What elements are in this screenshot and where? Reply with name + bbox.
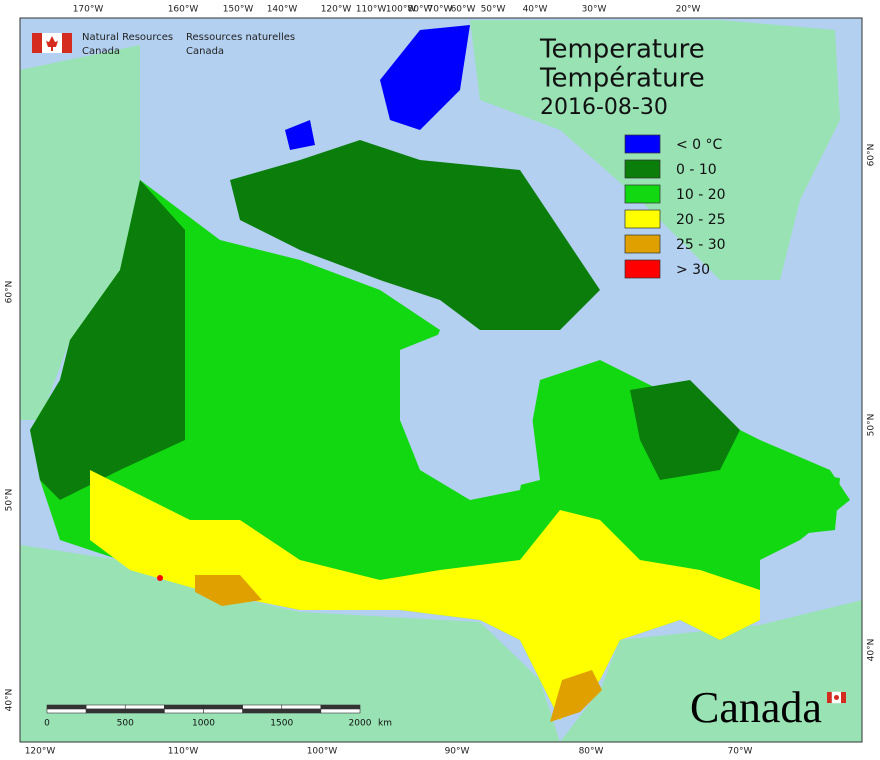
usa	[20, 545, 560, 742]
top-label: 100°W	[386, 5, 417, 15]
scale-label: 1000	[192, 719, 215, 729]
agency-en: Natural Resources	[82, 32, 173, 43]
scale-label: 1500	[270, 719, 293, 729]
scale-segment	[164, 708, 204, 714]
right-label: 40°N	[867, 639, 877, 662]
top-label: 50°W	[481, 5, 506, 15]
bottom-label: 70°W	[728, 747, 753, 757]
legend-swatch	[624, 234, 661, 254]
scale-segment	[320, 704, 361, 710]
graticule-labels: 170°W 160°W 150°W 140°W 120°W 110°W 100°W80°W7…	[5, 5, 877, 757]
left-label: 50°N	[5, 489, 15, 512]
flag-bar	[62, 33, 72, 53]
agency-block: Natural Resources Canada Ressources natu…	[32, 32, 295, 57]
ontario-25-30	[550, 670, 602, 722]
maple-leaf	[46, 36, 58, 51]
top-label: 110°W	[356, 5, 387, 15]
flag-bar	[841, 692, 846, 703]
flag-bar	[32, 33, 42, 53]
newfoundland	[780, 470, 840, 535]
bottom-label: 90°W	[445, 747, 470, 757]
legend-swatch	[624, 259, 661, 279]
right-label: 50°N	[867, 414, 877, 437]
scale-segment	[281, 704, 322, 710]
scale-label: 500	[117, 719, 134, 729]
scale-segment	[242, 708, 283, 714]
scale-bar: 0 500 1000 1500 2000 km	[44, 704, 392, 729]
date: 2016-08-30	[540, 95, 668, 120]
legend: < 0 °C 0 - 10 10 - 20 20 - 25 25 - 30 > 30	[624, 134, 726, 279]
bottom-label: 120°W	[25, 747, 56, 757]
ellesmere-below-0	[380, 25, 470, 130]
bottom-label: 100°W	[307, 747, 338, 757]
map-frame	[19, 17, 863, 743]
scale-segment	[281, 708, 322, 714]
legend-label: > 30	[676, 262, 710, 278]
scale-segment	[85, 704, 126, 710]
scale-segment	[320, 708, 361, 714]
top-label: 40°W	[523, 5, 548, 15]
hot-spot	[157, 575, 163, 581]
agency-fr: Ressources naturelles	[186, 32, 295, 43]
south-20-25	[90, 470, 760, 720]
left-label: 40°N	[5, 689, 15, 712]
scale-unit: km	[378, 719, 392, 729]
agency-en: Canada	[82, 46, 120, 57]
title: Temperature	[539, 35, 705, 65]
wordmark: Canada	[690, 683, 846, 732]
west-0-10	[30, 180, 185, 500]
arctic-below-0	[285, 120, 315, 150]
top-label: 70°W	[428, 5, 453, 15]
usa-east	[560, 600, 862, 742]
bottom-label: 80°W	[579, 747, 604, 757]
top-label: 30°W	[582, 5, 607, 15]
scale-segment	[124, 704, 165, 710]
top-label: 120°W	[321, 5, 352, 15]
legend-label: 25 - 30	[676, 237, 726, 253]
scale-segment	[203, 704, 243, 710]
legend-label: 10 - 20	[676, 187, 726, 203]
flag-bar	[827, 692, 832, 703]
legend-swatch	[624, 184, 661, 204]
scale-segment	[124, 708, 165, 714]
labrador-0-10	[630, 380, 740, 480]
legend-label: 20 - 25	[676, 212, 726, 228]
title: Température	[539, 64, 705, 94]
scale-segment	[46, 704, 87, 710]
top-label: 20°W	[676, 5, 701, 15]
arctic-0-10	[230, 140, 600, 330]
scale-segment	[164, 704, 204, 710]
hudson-bay	[400, 330, 540, 490]
alaska	[20, 45, 140, 420]
agency-fr: Canada	[186, 46, 224, 57]
legend-label: < 0 °C	[676, 137, 723, 153]
left-label: 60°N	[5, 281, 15, 304]
top-label: 160°W	[168, 5, 199, 15]
wordmark-text: Canada	[690, 683, 822, 732]
right-label: 60°N	[867, 144, 877, 167]
top-label: 140°W	[267, 5, 298, 15]
legend-label: 0 - 10	[676, 162, 717, 178]
scale-label: 0	[44, 719, 50, 729]
scale-segment	[203, 708, 243, 714]
legend-swatch	[624, 209, 661, 229]
legend-swatch	[624, 134, 661, 154]
top-label: 60°W	[451, 5, 476, 15]
map-area	[20, 18, 862, 742]
top-label: 80°W	[408, 5, 433, 15]
scale-segment	[85, 708, 126, 714]
prairie-25-30	[195, 575, 262, 606]
maple-leaf	[834, 695, 839, 700]
scale-segment	[242, 704, 283, 710]
scale-label: 2000	[349, 719, 372, 729]
legend-swatch	[624, 159, 661, 179]
top-label: 150°W	[223, 5, 254, 15]
top-label: 170°W	[73, 5, 104, 15]
bottom-label: 110°W	[168, 747, 199, 757]
scale-segment	[46, 708, 87, 714]
